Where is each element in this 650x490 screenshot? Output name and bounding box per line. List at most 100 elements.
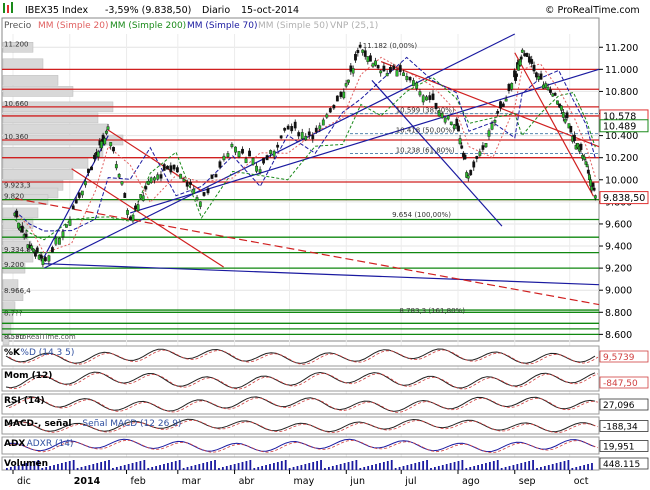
volume-bar <box>80 467 83 470</box>
volume-bar <box>68 461 71 470</box>
x-tick-label: oct <box>574 476 589 487</box>
volume-bar <box>324 468 326 470</box>
candle-body <box>361 49 365 53</box>
fib-label-fib_100: 9.654 (100,00%) <box>392 211 451 219</box>
price-badge: 9.838,50 <box>603 193 645 204</box>
indicator-name: Volumen <box>4 459 48 469</box>
candle-body <box>428 95 432 100</box>
volume-bar <box>567 460 570 470</box>
candle-body <box>475 155 479 159</box>
volume-bar <box>241 462 244 470</box>
volume-profile-bar <box>2 112 99 124</box>
candle-body <box>366 56 370 62</box>
candle-body <box>96 151 100 158</box>
volume-bar <box>339 464 342 470</box>
volume-bar <box>139 461 142 470</box>
candle-body <box>120 181 124 185</box>
volume-bar <box>386 461 389 470</box>
candle-body <box>551 93 555 97</box>
candle-body <box>363 50 367 57</box>
volume-profile-bar <box>2 75 59 86</box>
candle-body <box>54 237 58 245</box>
candle-body <box>100 141 103 149</box>
site-label[interactable]: © ProRealTime.com <box>545 5 640 16</box>
volume-bar <box>53 465 55 470</box>
volume-bar <box>457 461 460 470</box>
volume-bar <box>119 466 122 470</box>
y-tick-label: 10.000 <box>605 175 638 186</box>
candle-body <box>17 222 20 229</box>
volume-bar <box>406 465 409 470</box>
ma-simple-200 <box>14 76 596 241</box>
x-tick-label: jul <box>404 476 416 487</box>
candle-body <box>332 104 336 109</box>
volume-bar <box>265 465 267 470</box>
candle-body <box>478 151 482 156</box>
volume-bar <box>37 460 40 470</box>
indicator-line <box>5 418 596 433</box>
candle-body <box>32 248 35 252</box>
volume-bar <box>147 468 150 470</box>
candle-body <box>258 169 262 173</box>
indicator-signal-line <box>8 349 599 365</box>
volume-bar <box>17 465 20 470</box>
y-tick-label: 9.000 <box>605 286 632 297</box>
candle-body <box>192 188 196 194</box>
volume-bar <box>269 464 271 470</box>
volume-bar <box>583 465 586 470</box>
candle-body <box>144 186 148 190</box>
y-tick-label: 10.800 <box>605 87 638 98</box>
candle-body <box>80 190 84 196</box>
watermark: © ProRealTime.com <box>6 333 76 341</box>
volume-profile-label: 8.550 <box>4 333 24 341</box>
volume-bar <box>555 463 558 470</box>
candle-body <box>484 143 488 148</box>
volume-bar <box>178 460 181 470</box>
volume-bar <box>151 467 154 470</box>
candle-body <box>472 161 476 168</box>
volume-bar <box>92 464 95 470</box>
candle-body <box>553 92 557 96</box>
volume-bar <box>218 468 220 470</box>
volume-profile-label: 9.200 <box>4 261 24 269</box>
volume-bar <box>551 464 554 470</box>
volume-bar <box>422 461 425 470</box>
volume-bar <box>13 466 16 470</box>
volume-bar <box>29 462 32 470</box>
candle-body <box>443 117 447 123</box>
candle-body <box>534 72 538 78</box>
volume-profile-bar <box>2 279 19 290</box>
candle-body <box>139 194 143 199</box>
candle-body <box>87 168 90 173</box>
y-tick-label: 8.800 <box>605 308 632 319</box>
indicator-label: %D (14 3 5) <box>20 348 74 358</box>
candle-body <box>162 164 166 171</box>
indicator-signal-line <box>8 439 599 454</box>
candle-body <box>290 126 294 132</box>
candle-body <box>210 174 214 179</box>
candle-body <box>493 120 497 123</box>
fib-label-fib_38: 10.599 (38,20%) <box>396 107 455 115</box>
candle-body <box>172 164 176 170</box>
volume-bar <box>276 462 279 470</box>
candle-body <box>68 219 72 226</box>
candle-body <box>141 195 145 201</box>
volume-bar <box>296 466 299 470</box>
indicator-line <box>5 348 596 364</box>
candle-body <box>385 73 389 77</box>
y-tick-label: 10.400 <box>605 131 638 142</box>
volume-bar <box>60 463 63 470</box>
volume-bar <box>469 467 472 470</box>
candle-body <box>117 174 121 178</box>
volume-bar <box>402 466 405 470</box>
volume-profile-bar <box>2 168 74 180</box>
candle-body <box>297 132 301 137</box>
volume-bar <box>96 463 99 470</box>
volume-bar <box>351 461 354 470</box>
candle-body <box>379 70 383 74</box>
candle-body <box>300 132 304 140</box>
candle-body <box>573 134 576 141</box>
candle-body <box>147 180 150 185</box>
candle-body <box>71 205 75 210</box>
change-label: -3,59% (9.838,50) <box>105 5 191 16</box>
